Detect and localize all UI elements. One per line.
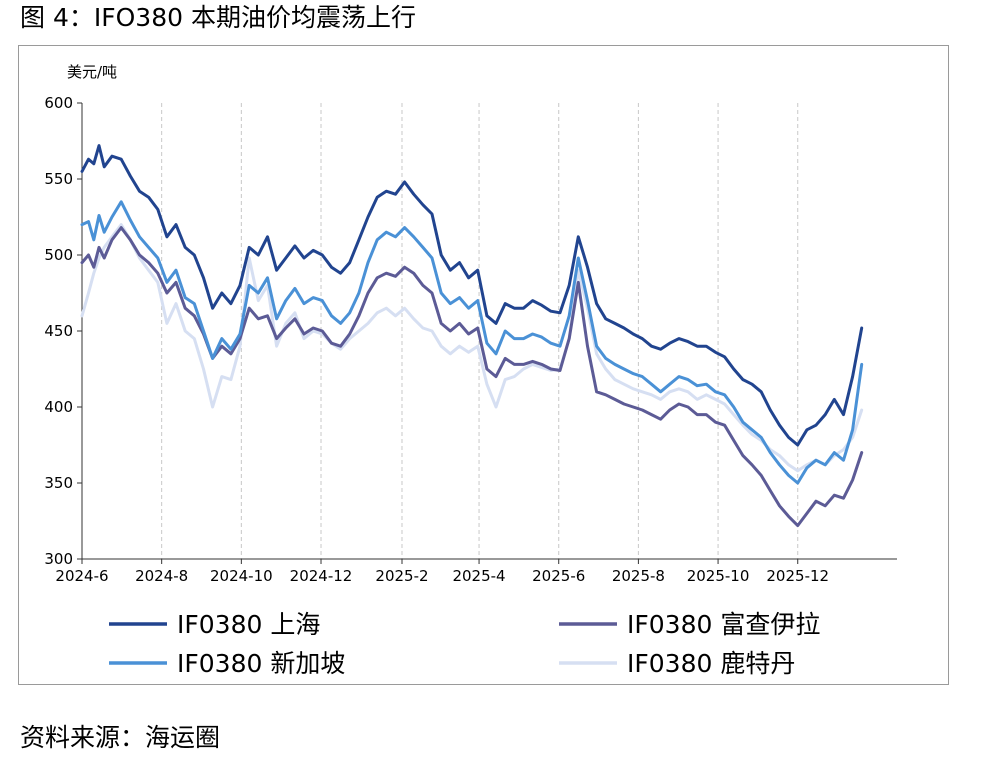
y-axis-ticks: 600 550 500 450 400 350 300 bbox=[44, 94, 73, 568]
series-line-2 bbox=[80, 226, 864, 528]
legend-label: IF0380 上海 bbox=[177, 610, 320, 639]
y-tick-label: 450 bbox=[44, 322, 73, 340]
x-tick-label: 2024-12 bbox=[290, 567, 353, 585]
axes bbox=[77, 102, 897, 564]
x-tick-label: 2024-6 bbox=[55, 567, 108, 585]
y-tick-label: 550 bbox=[44, 170, 73, 188]
y-tick-label: 600 bbox=[44, 94, 73, 112]
legend: IF0380 上海 IF0380 富查伊拉 IF0380 新加坡 IF0380 鹿特丹 bbox=[109, 610, 820, 678]
series-line-3 bbox=[80, 223, 864, 473]
source-note: 资料来源：海运圈 bbox=[20, 723, 221, 752]
x-tick-label: 2025-10 bbox=[687, 567, 750, 585]
figure-title: 图 4：IFO380 本期油价均震荡上行 bbox=[20, 3, 416, 32]
y-axis-unit-label: 美元/吨 bbox=[67, 63, 117, 81]
legend-label: IF0380 新加坡 bbox=[177, 649, 345, 678]
x-tick-label: 2024-8 bbox=[135, 567, 188, 585]
x-tick-label: 2025-2 bbox=[375, 567, 428, 585]
y-tick-label: 350 bbox=[44, 474, 73, 492]
x-axis-ticks: 2024-6 2024-8 2024-10 2024-12 2025-2 2025-4 20… bbox=[55, 567, 829, 585]
y-tick-label: 400 bbox=[44, 398, 73, 416]
x-tick-label: 2025-8 bbox=[612, 567, 665, 585]
legend-label: IF0380 富查伊拉 bbox=[627, 610, 820, 639]
y-tick-label: 300 bbox=[44, 550, 73, 568]
series-line-0 bbox=[80, 144, 864, 447]
series-lines bbox=[80, 144, 864, 528]
series-line-1 bbox=[80, 200, 864, 485]
x-tick-label: 2025-4 bbox=[452, 567, 505, 585]
y-tick-label: 500 bbox=[44, 246, 73, 264]
x-tick-label: 2025-12 bbox=[766, 567, 829, 585]
chart-frame: 美元/吨 600 550 500 450 400 350 300 2024-6 2024-8 2… bbox=[18, 45, 949, 685]
legend-label: IF0380 鹿特丹 bbox=[627, 649, 795, 678]
x-tick-label: 2024-10 bbox=[210, 567, 273, 585]
x-tick-label: 2025-6 bbox=[532, 567, 585, 585]
